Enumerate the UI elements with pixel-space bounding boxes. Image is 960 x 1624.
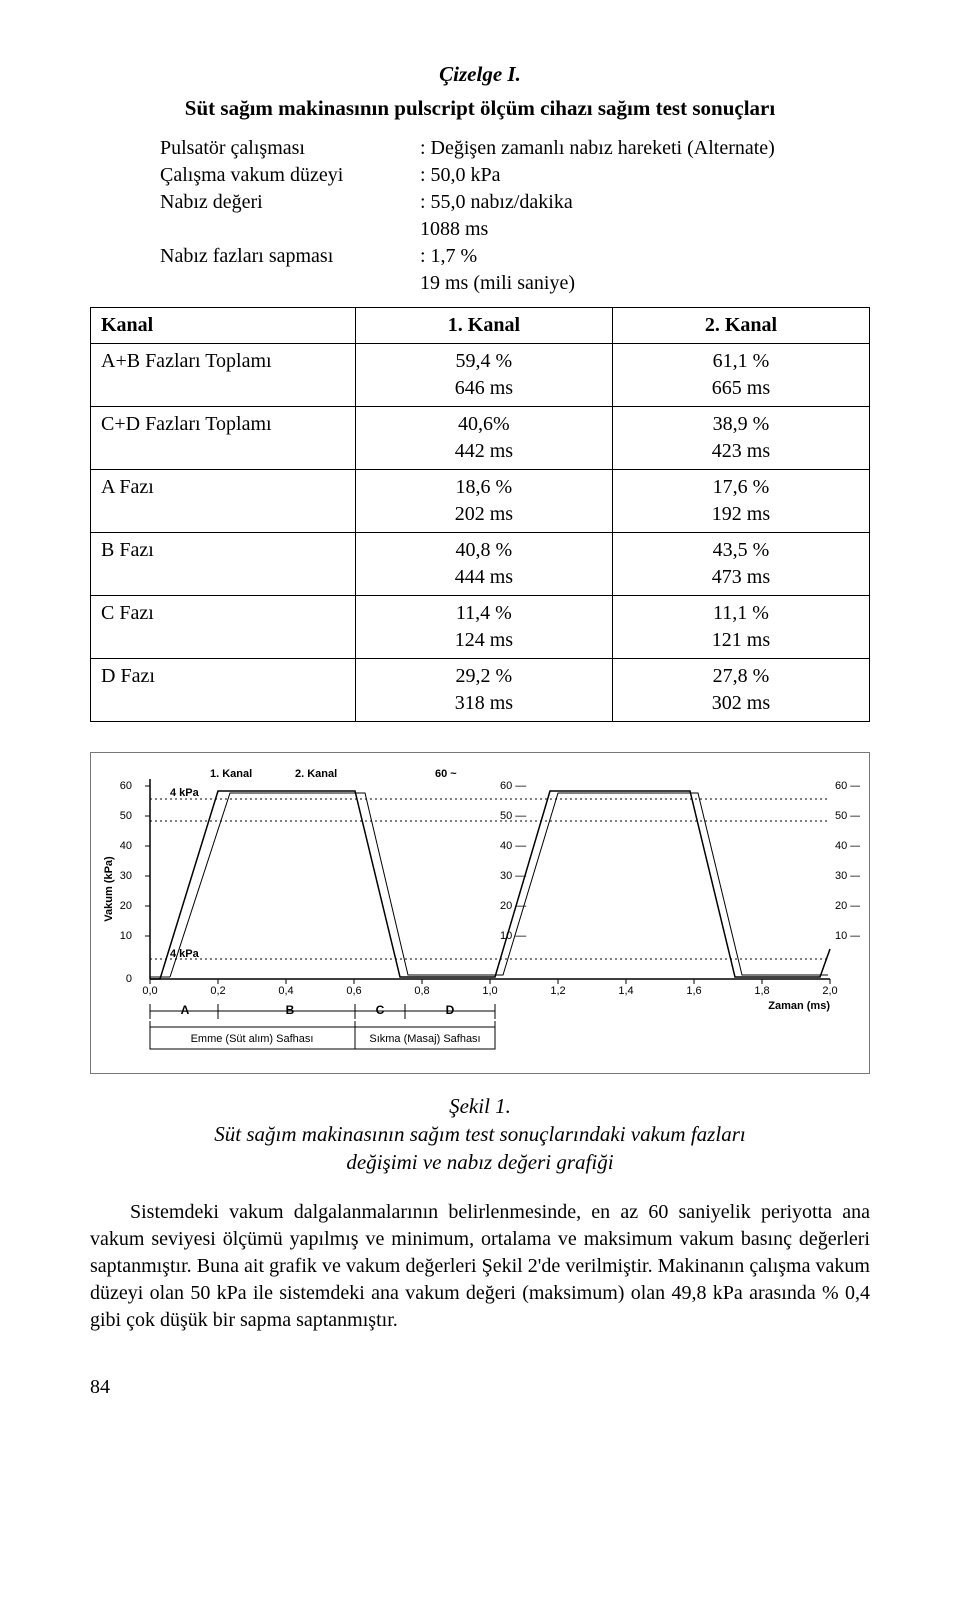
cell: 17,6 %192 ms (612, 469, 869, 532)
col-header: 2. Kanal (612, 307, 869, 343)
figure-caption-title: Şekil 1. (90, 1092, 870, 1120)
svg-text:50 —: 50 — (835, 810, 860, 822)
svg-text:Zaman (ms): Zaman (ms) (768, 1000, 830, 1012)
svg-text:50 —: 50 — (500, 810, 526, 822)
meta-label (160, 270, 420, 297)
cell: 59,4 %646 ms (355, 343, 612, 406)
table-row: C Fazı 11,4 %124 ms 11,1 %121 ms (91, 595, 870, 658)
cell: 29,2 %318 ms (355, 658, 612, 721)
svg-text:1. Kanal: 1. Kanal (210, 768, 252, 780)
svg-text:0,4: 0,4 (278, 985, 293, 997)
row-label: C+D Fazları Toplamı (91, 406, 356, 469)
meta-block: Pulsatör çalışması: Değişen zamanlı nabı… (160, 135, 870, 297)
cell: 40,8 %444 ms (355, 532, 612, 595)
meta-label: Pulsatör çalışması (160, 135, 420, 162)
svg-text:40: 40 (120, 840, 132, 852)
table-row: A Fazı 18,6 %202 ms 17,6 %192 ms (91, 469, 870, 532)
svg-text:60 —: 60 — (835, 780, 860, 792)
svg-text:20 —: 20 — (835, 900, 860, 912)
meta-value: : 55,0 nabız/dakika (420, 189, 870, 216)
figure-caption: Süt sağım makinasının sağım test sonuçla… (90, 1120, 870, 1177)
row-label: C Fazı (91, 595, 356, 658)
row-label: A+B Fazları Toplamı (91, 343, 356, 406)
svg-text:60 —: 60 — (500, 780, 526, 792)
svg-text:10: 10 (120, 930, 132, 942)
svg-text:2,0: 2,0 (822, 985, 837, 997)
pulsation-chart: 60 50 40 30 20 10 0 Vakum (kPa) 4 kPa 4 … (100, 759, 860, 1059)
cell: 18,6 %202 ms (355, 469, 612, 532)
cell: 43,5 %473 ms (612, 532, 869, 595)
svg-text:B: B (286, 1003, 295, 1017)
row-label: D Fazı (91, 658, 356, 721)
svg-text:1,0: 1,0 (482, 985, 497, 997)
svg-text:20: 20 (120, 900, 132, 912)
table-title: Süt sağım makinasının pulscript ölçüm ci… (90, 94, 870, 122)
col-header: Kanal (91, 307, 356, 343)
svg-text:10 —: 10 — (835, 930, 860, 942)
svg-text:0,2: 0,2 (210, 985, 225, 997)
table-row: B Fazı 40,8 %444 ms 43,5 %473 ms (91, 532, 870, 595)
table-row: C+D Fazları Toplamı 40,6%442 ms 38,9 %42… (91, 406, 870, 469)
figure-wrap: 60 50 40 30 20 10 0 Vakum (kPa) 4 kPa 4 … (90, 752, 870, 1074)
svg-text:50: 50 (120, 810, 132, 822)
meta-value: : 50,0 kPa (420, 162, 870, 189)
svg-text:1,2: 1,2 (550, 985, 565, 997)
svg-text:60: 60 (120, 780, 132, 792)
table-row: A+B Fazları Toplamı 59,4 %646 ms 61,1 %6… (91, 343, 870, 406)
results-table: Kanal 1. Kanal 2. Kanal A+B Fazları Topl… (90, 307, 870, 722)
cell: 27,8 %302 ms (612, 658, 869, 721)
body-paragraph: Sistemdeki vakum dalgalanmalarının belir… (90, 1199, 870, 1334)
meta-label: Nabız fazları sapması (160, 243, 420, 270)
svg-text:1,4: 1,4 (618, 985, 633, 997)
svg-text:1,6: 1,6 (686, 985, 701, 997)
svg-text:1,8: 1,8 (754, 985, 769, 997)
svg-text:30 —: 30 — (500, 870, 526, 882)
cell: 61,1 %665 ms (612, 343, 869, 406)
cell: 11,4 %124 ms (355, 595, 612, 658)
svg-text:30 —: 30 — (835, 870, 860, 882)
svg-text:0,6: 0,6 (346, 985, 361, 997)
meta-value: 1088 ms (420, 216, 870, 243)
svg-text:C: C (376, 1003, 385, 1017)
svg-text:0: 0 (126, 973, 132, 985)
svg-text:40 —: 40 — (500, 840, 526, 852)
meta-value: 19 ms (mili saniye) (420, 270, 870, 297)
page-number: 84 (90, 1374, 870, 1401)
svg-text:2. Kanal: 2. Kanal (295, 768, 337, 780)
row-label: A Fazı (91, 469, 356, 532)
cell: 38,9 %423 ms (612, 406, 869, 469)
table-row: D Fazı 29,2 %318 ms 27,8 %302 ms (91, 658, 870, 721)
row-label: B Fazı (91, 532, 356, 595)
meta-value: : 1,7 % (420, 243, 870, 270)
col-header: 1. Kanal (355, 307, 612, 343)
svg-text:0,8: 0,8 (414, 985, 429, 997)
svg-text:A: A (181, 1003, 190, 1017)
svg-text:4 kPa: 4 kPa (170, 948, 200, 960)
meta-value: : Değişen zamanlı nabız hareketi (Altern… (420, 135, 870, 162)
table-header-row: Kanal 1. Kanal 2. Kanal (91, 307, 870, 343)
svg-text:40 —: 40 — (835, 840, 860, 852)
cell: 11,1 %121 ms (612, 595, 869, 658)
meta-label: Nabız değeri (160, 189, 420, 216)
table-title-prefix: Çizelge I. (90, 60, 870, 88)
svg-text:30: 30 (120, 870, 132, 882)
cell: 40,6%442 ms (355, 406, 612, 469)
svg-text:4 kPa: 4 kPa (170, 787, 200, 799)
svg-text:Vakum (kPa): Vakum (kPa) (103, 856, 115, 922)
svg-text:Sıkma (Masaj) Safhası: Sıkma (Masaj) Safhası (369, 1033, 480, 1045)
svg-text:60 ~: 60 ~ (435, 768, 457, 780)
svg-text:Emme (Süt alım) Safhası: Emme (Süt alım) Safhası (191, 1033, 314, 1045)
meta-label (160, 216, 420, 243)
meta-label: Çalışma vakum düzeyi (160, 162, 420, 189)
svg-text:D: D (446, 1003, 455, 1017)
svg-text:0,0: 0,0 (142, 985, 157, 997)
